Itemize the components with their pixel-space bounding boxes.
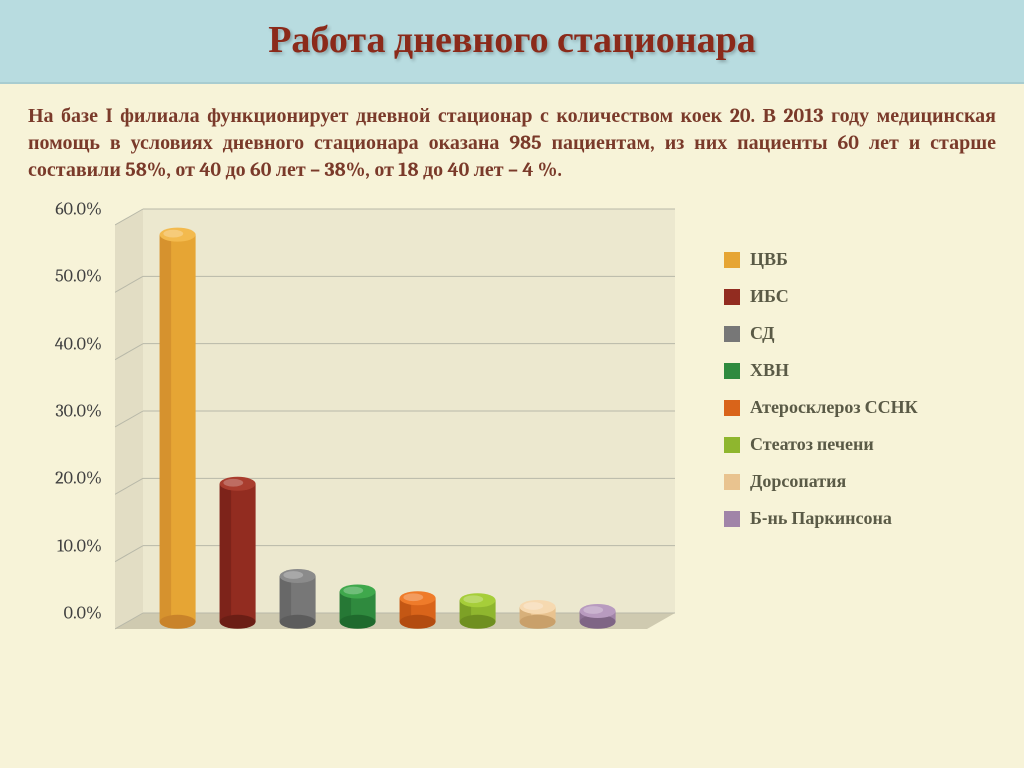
legend-swatch [724, 363, 740, 379]
legend-item: СД [724, 323, 994, 344]
chart-bar [340, 585, 376, 629]
legend-item: Дорсопатия [724, 471, 994, 492]
title-bar: Работа дневного стационара [0, 0, 1024, 84]
y-tick-label: 50.0% [20, 266, 108, 287]
y-tick-label: 40.0% [20, 333, 108, 354]
legend-swatch [724, 437, 740, 453]
legend-label: Б-нь Паркинсона [750, 508, 892, 529]
chart-bar [220, 477, 256, 629]
legend-swatch [724, 289, 740, 305]
legend-swatch [724, 511, 740, 527]
legend-swatch [724, 400, 740, 416]
legend-item: ЦВБ [724, 249, 994, 270]
y-tick-label: 20.0% [20, 468, 108, 489]
chart-bar [400, 591, 436, 629]
legend-item: Атеросклероз ССНК [724, 397, 994, 418]
chart-container: СТРУКТУРА НОЗОЛОГИЙ: 0.0%10.0%20.0%30.0%… [20, 193, 1004, 685]
legend-label: ЦВБ [750, 249, 788, 270]
chart-legend: ЦВБ ИБС СД ХВН Атеросклероз ССНК Стеатоз пече… [724, 249, 994, 545]
page-title: Работа дневного стационара [0, 18, 1024, 62]
y-tick-label: 60.0% [20, 199, 108, 220]
y-tick-label: 10.0% [20, 535, 108, 556]
y-tick-label: 30.0% [20, 401, 108, 422]
chart-bar [160, 228, 196, 629]
legend-swatch [724, 474, 740, 490]
legend-label: СД [750, 323, 775, 344]
legend-item: Стеатоз печени [724, 434, 994, 455]
chart-plot [115, 199, 675, 649]
chart-svg [115, 199, 675, 649]
legend-item: ИБС [724, 286, 994, 307]
y-axis: 0.0% 10.0% 20.0% 30.0% 40.0% 50.0% 60.0% [20, 199, 108, 649]
legend-item: Б-нь Паркинсона [724, 508, 994, 529]
chart-bar [580, 604, 616, 629]
legend-swatch [724, 326, 740, 342]
legend-label: Атеросклероз ССНК [750, 397, 918, 418]
legend-item: ХВН [724, 360, 994, 381]
chart-bar [280, 569, 316, 629]
y-tick-label: 0.0% [20, 603, 108, 624]
legend-label: Дорсопатия [750, 471, 846, 492]
legend-swatch [724, 252, 740, 268]
legend-label: ИБС [750, 286, 789, 307]
chart-bar [520, 600, 556, 629]
legend-label: Стеатоз печени [750, 434, 874, 455]
legend-label: ХВН [750, 360, 789, 381]
description-text: На базе I филиала функционирует дневной … [0, 84, 1024, 187]
chart-bar [460, 593, 496, 629]
